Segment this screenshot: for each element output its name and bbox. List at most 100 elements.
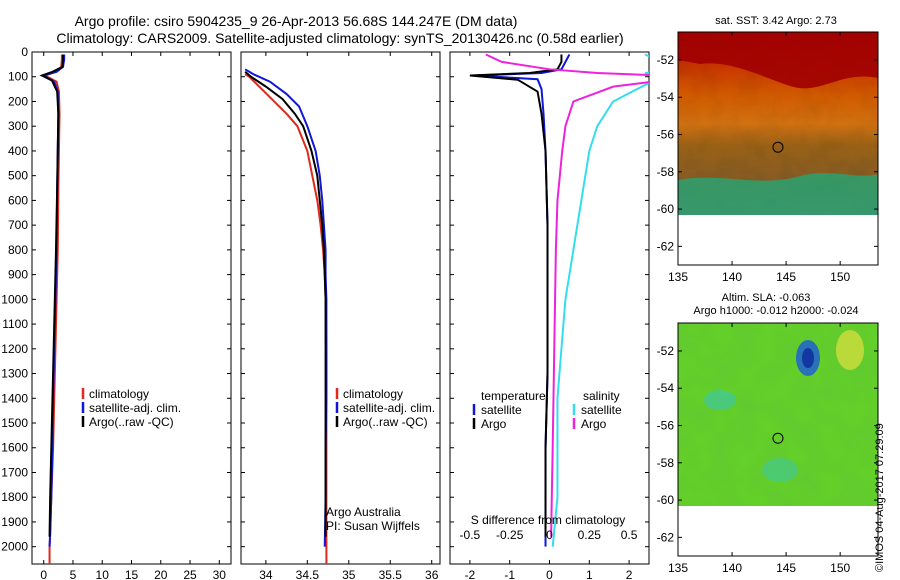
temperature-xtick-label: 5 <box>70 568 77 580</box>
depth-tick-label: 600 <box>8 193 28 207</box>
annotation-line: PI: Susan Wijffels <box>326 519 420 533</box>
salinity-panel: 3434.53535.536salinityclimatologysatelli… <box>240 51 441 580</box>
s-diff-tick-label: -0.5 <box>460 528 481 542</box>
depth-tick-label: 1400 <box>1 391 28 405</box>
depth-tick-label: 900 <box>8 268 28 282</box>
difference-xtick-label: 2 <box>626 568 633 580</box>
title-line-2: Climatology: CARS2009. Satellite-adjuste… <box>56 30 623 46</box>
sst-nodata <box>678 215 878 265</box>
map-xtick-label: 135 <box>668 561 688 575</box>
sla-high-eddy <box>836 330 864 370</box>
difference-series-s-satellite <box>551 53 649 547</box>
sla-cyan-patch <box>704 390 736 410</box>
difference-xtick-label: 1 <box>586 568 593 580</box>
sla-map-title-2: Argo h1000: -0.012 h2000: -0.024 <box>693 305 858 317</box>
depth-tick-label: 1000 <box>1 292 28 306</box>
salinity-xtick-label: 36 <box>425 568 439 580</box>
s-diff-tick-label: 0.25 <box>578 528 602 542</box>
depth-tick-label: 2000 <box>1 540 28 554</box>
depth-tick-label: 700 <box>8 218 28 232</box>
map-xtick-label: 145 <box>776 561 796 575</box>
depth-tick-label: 1600 <box>1 441 28 455</box>
map-ytick-label: -62 <box>657 239 675 253</box>
difference-xtick-label: -1 <box>504 568 515 580</box>
legend-label: climatology <box>343 387 403 401</box>
legend-label: satellite <box>481 403 522 417</box>
temperature-xtick-label: 15 <box>125 568 139 580</box>
salinity-frame <box>240 51 441 565</box>
temperature-series-argo <box>39 54 65 537</box>
sst-map-title: sat. SST: 3.42 Argo: 2.73 <box>715 15 837 27</box>
sla-nodata <box>678 506 878 556</box>
annotation-line: Argo Australia <box>326 505 401 519</box>
temperature-xtick-label: 10 <box>96 568 110 580</box>
depth-tick-label: 1200 <box>1 342 28 356</box>
difference-series-s-argo <box>485 53 649 537</box>
map-ytick-label: -58 <box>657 456 675 470</box>
imos-credit: ©IMOS 04-Aug-2017 07:29:09 <box>874 423 886 572</box>
legend-label: Argo <box>581 417 607 431</box>
argo-position-marker <box>772 141 784 153</box>
salinity-xtick-label: 35 <box>342 568 356 580</box>
argo-position-marker <box>772 432 784 444</box>
s-diff-tick-label: 0.5 <box>621 528 638 542</box>
sla-frame <box>677 322 879 557</box>
sst-cold-region <box>678 173 878 215</box>
map-xtick-label: 140 <box>722 561 742 575</box>
map-xtick-label: 150 <box>830 270 850 284</box>
map-ytick-label: -60 <box>657 202 675 216</box>
depth-tick-label: 200 <box>8 94 28 108</box>
map-ytick-label: -62 <box>657 530 675 544</box>
depth-tick-label: 1500 <box>1 416 28 430</box>
depth-tick-label: 1800 <box>1 490 28 504</box>
map-ytick-label: -58 <box>657 165 675 179</box>
salinity-series-argo <box>244 71 327 537</box>
difference-xtick-label: -2 <box>465 568 476 580</box>
legend-label: satellite-adj. clim. <box>343 401 435 415</box>
temperature-xtick-label: 20 <box>154 568 168 580</box>
sla-cyan-patch-2 <box>762 458 798 482</box>
legend-salinity-heading: salinity <box>583 389 620 403</box>
map-ytick-label: -56 <box>657 128 675 142</box>
difference-xtick-label: 0 <box>546 568 553 580</box>
depth-tick-label: 1900 <box>1 515 28 529</box>
legend-label: Argo(..raw -QC) <box>343 415 428 429</box>
difference-frame <box>449 51 650 565</box>
sst-warm-region <box>678 32 878 89</box>
sst-frame <box>677 31 879 266</box>
map-ytick-label: -52 <box>657 53 675 67</box>
map-xtick-label: 140 <box>722 270 742 284</box>
salinity-xtick-label: 35.5 <box>379 568 403 580</box>
temperature-xtick-label: 0 <box>40 568 47 580</box>
legend-label: satellite <box>581 403 622 417</box>
sla-map-title: Altim. SLA: -0.063 <box>722 292 811 304</box>
depth-tick-label: 100 <box>8 70 28 84</box>
depth-tick-label: 400 <box>8 144 28 158</box>
depth-tick-label: 500 <box>8 169 28 183</box>
map-ytick-label: -60 <box>657 493 675 507</box>
map-ytick-label: -54 <box>657 90 675 104</box>
legend-label: Argo <box>481 417 507 431</box>
salinity-xtick-label: 34 <box>259 568 273 580</box>
s-diff-tick-label: 0 <box>546 528 553 542</box>
sla-low-core <box>802 348 814 368</box>
difference-panel: -2-1012T difference from climatologytemp… <box>449 51 650 580</box>
sst-map: sat. SST: 3.42 Argo: 2.73 135 140 145 150 -5… <box>657 15 879 284</box>
depth-tick-label: 0 <box>21 45 28 59</box>
map-xtick-label: 150 <box>830 561 850 575</box>
map-xtick-label: 135 <box>668 270 688 284</box>
depth-tick-label: 800 <box>8 243 28 257</box>
map-ytick-label: -54 <box>657 381 675 395</box>
depth-tick-label: 1700 <box>1 465 28 479</box>
map-ytick-label: -56 <box>657 419 675 433</box>
s-diff-xlabel: S difference from climatology <box>471 513 626 527</box>
legend-temperature-heading: temperature <box>481 389 546 403</box>
depth-tick-label: 1100 <box>2 317 28 331</box>
legend-label: climatology <box>89 387 149 401</box>
map-xtick-label: 145 <box>776 270 796 284</box>
temperature-xtick-label: 25 <box>183 568 197 580</box>
legend-label: satellite-adj. clim. <box>89 401 181 415</box>
temperature-xtick-label: 30 <box>213 568 227 580</box>
legend-label: Argo(..raw -QC) <box>89 415 174 429</box>
